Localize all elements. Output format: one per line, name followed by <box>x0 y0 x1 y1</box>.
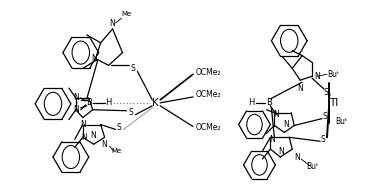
Text: N: N <box>273 110 279 119</box>
Text: S: S <box>116 123 121 132</box>
Text: N: N <box>294 153 300 161</box>
Text: H: H <box>248 98 255 107</box>
Text: Buᵗ: Buᵗ <box>306 162 318 171</box>
Text: N: N <box>279 147 284 156</box>
Text: Buᵗ: Buᵗ <box>336 117 348 126</box>
Text: OCMe₂: OCMe₂ <box>196 123 222 132</box>
Text: S: S <box>128 108 133 117</box>
Text: S: S <box>130 64 135 73</box>
Text: N: N <box>90 131 96 140</box>
Text: N: N <box>110 19 115 28</box>
Text: N: N <box>284 120 289 129</box>
Text: K: K <box>152 98 159 108</box>
Text: Tl: Tl <box>329 98 339 108</box>
Text: N: N <box>81 133 87 142</box>
Text: OCMe₂: OCMe₂ <box>196 68 222 77</box>
Text: B: B <box>86 98 92 107</box>
Text: N: N <box>91 54 97 63</box>
Text: N: N <box>270 135 275 144</box>
Text: B: B <box>266 98 272 107</box>
Text: Buᵗ: Buᵗ <box>328 70 340 79</box>
Text: S: S <box>324 88 328 97</box>
Text: N: N <box>73 105 79 114</box>
Text: N: N <box>80 120 86 129</box>
Text: Me: Me <box>121 11 132 17</box>
Text: S: S <box>322 112 327 121</box>
Text: N: N <box>73 93 79 102</box>
Text: S: S <box>321 135 325 144</box>
Text: N: N <box>102 140 107 149</box>
Text: OCMe₂: OCMe₂ <box>196 90 222 100</box>
Text: N: N <box>297 84 303 93</box>
Text: N: N <box>314 72 320 81</box>
Text: Me: Me <box>112 148 122 154</box>
Text: H: H <box>105 98 112 107</box>
